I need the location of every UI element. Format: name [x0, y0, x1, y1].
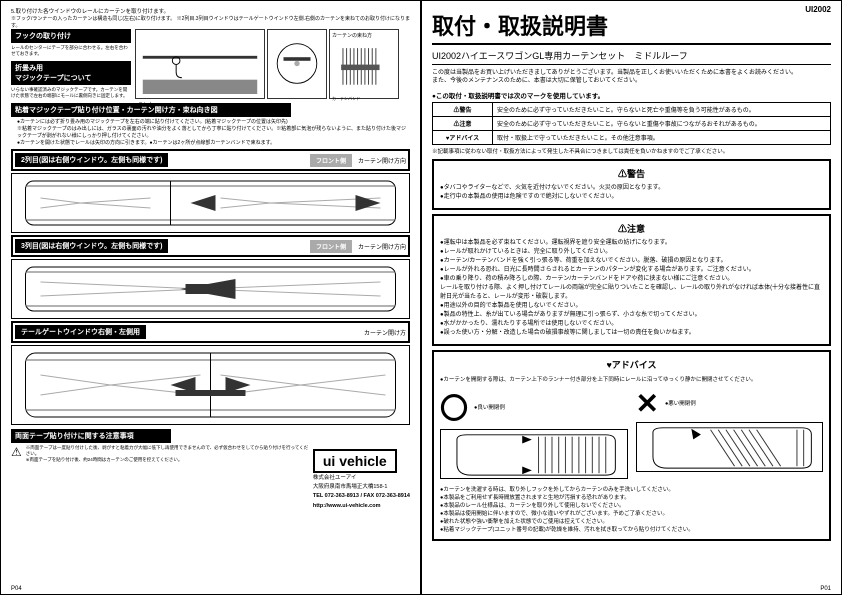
right-intro: この度は当製品をお買い上げいただきましてありがとうございます。当製品を正しくお使… [432, 69, 831, 86]
row2-title: 2列目(図は右側ウインドウ。左側も同様です) [15, 153, 168, 167]
bundle-label: カーテンの束ね方 [332, 32, 396, 39]
tail-dir: カーテン開け方 [364, 328, 406, 337]
model-num: UI2002 [805, 5, 831, 14]
caution-text: ※両面テープは一度貼り付けした後、剥がすと粘着力が大幅に低下し再使用できませんの… [26, 445, 309, 463]
bad-label: ●悪い開閉例 [665, 399, 696, 407]
row3-title: 3列目(図は右側ウインドウ。左側も同様です) [15, 239, 168, 253]
hook-svg [138, 32, 262, 99]
hook-title: フックの取り付け [11, 29, 131, 43]
caution-icon: ⚠ [11, 445, 22, 459]
runner-label: ランナー [138, 101, 158, 108]
diagram-detail [267, 29, 327, 99]
tail-header: テールゲートウインドウ右側・左側用 カーテン開け方 [11, 321, 410, 343]
right-subtitle: UI2002ハイエースワゴンGL専用カーテンセット ミドルルーフ [432, 49, 831, 65]
advice-bad: ✕ ●悪い開閉例 [636, 387, 824, 479]
good-symbol: 〇 [440, 387, 468, 427]
mark-table: ⚠警告 安全のために必ず守っていただきたいこと。守らないと死亡や重傷等を負う可能… [432, 102, 831, 145]
sticky-notes: ●カーテンには必ず折り畳み用のマジックテープを左右の端に貼り付けてください。(粘… [11, 119, 410, 147]
magic-text: いらない事確認済みのマジックテープです。カーテンを開けた状態で左右の端部にモール… [11, 87, 131, 99]
row3-svg [16, 264, 405, 314]
tail-diagram [11, 345, 410, 425]
mark-advice-label: ♥アドバイス [433, 130, 493, 144]
right-title: 取付・取扱説明書 [432, 9, 831, 45]
advice-cols: 〇 ●良い開閉例 ✕ ●悪い開閉例 [440, 387, 823, 479]
tail-svg [16, 350, 405, 420]
advice-good: 〇 ●良い開閉例 [440, 387, 628, 479]
good-label: ●良い開閉例 [474, 403, 505, 411]
mark-caution-label: ⚠注意 [433, 116, 493, 130]
mark-intro: ●この取付・取扱説明書では次のマークを使用しています。 [432, 90, 831, 100]
row3-front: フロント側 [310, 240, 352, 253]
mark-warning-desc: 安全のために必ず守っていただきたいこと。守らないと死亡や重傷等を負う可能性がある… [493, 102, 831, 116]
bad-svg [637, 423, 823, 471]
row2-diagram [11, 173, 410, 233]
page-left: 5.取り付けた各ウインドウのレールにカーテンを取り付けます。 ※フック/ランナー… [0, 0, 421, 595]
row3-diagram [11, 259, 410, 319]
advice-box: ♥アドバイス ●カーテンを開閉する際は、カーテン上下のランナー付き部分を上下同時… [432, 350, 831, 541]
caution-title: 両面テープ貼り付けに関する注意事項 [11, 429, 171, 443]
diagram-bundle: カーテンの束ね方 カーテンバンド [329, 29, 399, 99]
band-label: カーテンバンド [332, 96, 396, 102]
caution-box: ⚠注意 ●運転中は本製品を必ず束ねてください。運転視界を遮り安全運転の妨げになり… [432, 214, 831, 346]
good-svg [441, 430, 627, 478]
table-row: ⚠警告 安全のために必ず守っていただきたいこと。守らないと死亡や重傷等を負う可能… [433, 102, 831, 116]
caution-header: ⚠注意 [440, 222, 823, 235]
advice-intro: ●カーテンを開閉する際は、カーテン上下のランナー付き部分を上下同時にレールに沿っ… [440, 375, 823, 383]
advice-notes: ●カーテンを洗濯する時は、取り外しフックを外してからカーテンのみを手洗いしてくだ… [440, 485, 823, 533]
detail-svg [270, 32, 324, 95]
row3-header: 3列目(図は右側ウインドウ。左側も同様です) フロント側 カーテン開け方向 [11, 235, 410, 257]
warning-header: ⚠警告 [440, 167, 823, 180]
advice-header: ♥アドバイス [440, 358, 823, 371]
page-num-right: P01 [820, 586, 831, 592]
table-row: ♥アドバイス 取付・取扱上で守っていただきたいこと。その他注意事項。 [433, 130, 831, 144]
top-diagram-row: フックの取り付け レールのセンターにテープを部分に合わせる。左右を合わせておきま… [11, 29, 410, 99]
row3-dir: カーテン開け方向 [358, 242, 406, 251]
url: http://www.ui-vehicle.com [313, 503, 410, 510]
tail-title: テールゲートウインドウ右側・左側用 [15, 325, 146, 339]
caution-items: ●運転中は本製品を必ず束ねてください。運転視界を遮り安全運転の妨げになります。 … [440, 239, 823, 338]
disclaimer: ※記載事項に従わない取付・取扱方法によって発生した不具合につきましては責任を負い… [432, 147, 831, 155]
diagram-hook: ランナー [135, 29, 265, 99]
page-right: UI2002 取付・取扱説明書 UI2002ハイエースワゴンGL専用カーテンセッ… [421, 0, 842, 595]
table-row: ⚠注意 安全のために必ず守っていただきたいこと。守らないと重傷や事故につながるお… [433, 116, 831, 130]
bundle-svg [332, 39, 396, 94]
tel: TEL 072-363-8913 / FAX 072-363-8914 [313, 493, 410, 500]
good-window [440, 429, 628, 479]
page-num-left: P04 [11, 586, 22, 592]
bad-window [636, 422, 824, 472]
mark-advice-desc: 取付・取扱上で守っていただきたいこと。その他注意事項。 [493, 130, 831, 144]
hook-text: レールのセンターにテープを部分に合わせる。左右を合わせておきます。 [11, 45, 131, 57]
mark-warning-label: ⚠警告 [433, 102, 493, 116]
row2-header: 2列目(図は右側ウインドウ。左側も同様です) フロント側 カーテン開け方向 [11, 149, 410, 171]
magic-title: 折畳み用 マジックテープについて [11, 61, 131, 85]
bad-symbol: ✕ [636, 387, 659, 420]
address: 大阪府泉南市馬場正大橋158-1 [313, 484, 410, 491]
warning-items: ●タバコやライターなどで、火気を近付けないでください。火災の原因となります。 ●… [440, 184, 823, 202]
warning-box: ⚠警告 ●タバコやライターなどで、火気を近付けないでください。火災の原因となりま… [432, 159, 831, 210]
logo: ui vehicle [313, 449, 397, 473]
mark-caution-desc: 安全のために必ず守っていただきたいこと。守らないと重傷や事故につながるおそれがあ… [493, 116, 831, 130]
company: 株式会社ユーアイ [313, 475, 410, 482]
row2-svg [16, 178, 405, 228]
intro-sub: ※フック/ランナーの入ったカーテンは構造も同じ(左右)に取り付けます。 ※2列目… [11, 16, 410, 29]
row2-front: フロント側 [310, 154, 352, 167]
row2-dir: カーテン開け方向 [358, 156, 406, 165]
